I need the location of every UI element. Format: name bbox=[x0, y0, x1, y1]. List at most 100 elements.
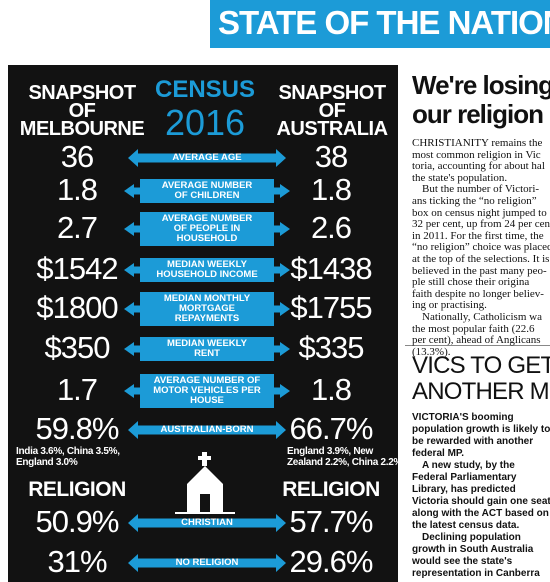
row-label: CHRISTIAN bbox=[181, 517, 233, 528]
australia-value: $335 bbox=[298, 330, 365, 365]
right-heading: SNAPSHOT bbox=[278, 82, 386, 104]
article-body: VICTORIA'S booming bbox=[412, 412, 514, 423]
melbourne-value: 50.9% bbox=[35, 504, 120, 539]
australia-value: 1.8 bbox=[310, 372, 352, 407]
article-body: Nationally, Catholicism wa bbox=[422, 311, 542, 323]
label-arrow bbox=[140, 374, 274, 408]
melbourne-note: England 3.0% bbox=[16, 457, 78, 468]
row-label: OF CHILDREN bbox=[174, 190, 240, 201]
right-heading: OF bbox=[318, 100, 346, 122]
australia-value: 2.6 bbox=[310, 210, 352, 245]
row-label: HOUSE bbox=[190, 395, 224, 406]
label-arrow bbox=[128, 421, 286, 439]
header-bar bbox=[210, 0, 550, 48]
melbourne-value: $1800 bbox=[36, 290, 118, 325]
row-label: RENT bbox=[194, 348, 220, 359]
religion-heading: RELIGION bbox=[282, 478, 380, 501]
row-label: NO RELIGION bbox=[175, 557, 239, 568]
article-body: (13.3%). bbox=[412, 345, 451, 358]
article-headline: ANOTHER MP bbox=[412, 378, 550, 405]
article-body: per cent), ahead of Anglicans bbox=[412, 334, 541, 347]
divider bbox=[405, 345, 550, 346]
left-heading: OF bbox=[68, 100, 96, 122]
article-body: ple still chose their origina bbox=[412, 276, 530, 289]
australia-value: 29.6% bbox=[289, 544, 374, 579]
row-label: AVERAGE NUMBER OF bbox=[153, 375, 261, 386]
article-body: ing or practising. bbox=[412, 299, 487, 312]
article-body: most common religion in Vic bbox=[412, 148, 541, 161]
label-arrow bbox=[140, 258, 274, 282]
row-label: MEDIAN MONTHLY bbox=[163, 293, 251, 304]
article-body: be rewarded with another bbox=[412, 436, 534, 447]
row-label: HOUSEHOLD INCOME bbox=[156, 269, 258, 280]
left-heading: SNAPSHOT bbox=[28, 82, 136, 104]
label-arrow bbox=[140, 337, 274, 361]
article-body: population growth is likely to bbox=[412, 424, 550, 435]
right-heading: AUSTRALIA bbox=[276, 118, 388, 140]
melbourne-value: $1542 bbox=[36, 251, 118, 286]
row-label: AUSTRALIAN-BORN bbox=[160, 424, 254, 435]
article-body: But the number of Victori- bbox=[422, 183, 540, 196]
article-body: would see the state's bbox=[412, 556, 513, 567]
label-arrow bbox=[128, 554, 286, 572]
article-body: Federal Parliamentary bbox=[412, 472, 517, 483]
australia-value: 38 bbox=[314, 139, 348, 174]
article-body: Library, has predicted bbox=[412, 484, 516, 495]
article-body: “no religion” choice was placed bbox=[412, 241, 550, 254]
melbourne-value: $350 bbox=[44, 330, 111, 365]
australia-value: $1755 bbox=[290, 290, 372, 325]
row-label: MOTOR VEHICLES PER bbox=[153, 385, 261, 396]
melbourne-value: 2.7 bbox=[56, 210, 98, 245]
article-body: the latest census data. bbox=[412, 520, 520, 531]
article-body: representation in Canberra bbox=[412, 568, 540, 579]
left-heading: MELBOURNE bbox=[19, 118, 145, 140]
header-title: STATE OF THE NATION bbox=[218, 4, 550, 41]
row-label: MEDIAN WEEKLY bbox=[167, 259, 247, 270]
label-arrow bbox=[140, 179, 274, 203]
label-arrow bbox=[140, 212, 274, 246]
row-label: HOUSEHOLD bbox=[176, 233, 238, 244]
census-year: 2016 bbox=[164, 102, 246, 143]
article-body: toria, accounting for about hal bbox=[412, 160, 545, 173]
article-body: faith despite no longer believ- bbox=[412, 287, 544, 300]
label-arrow bbox=[128, 514, 286, 532]
australia-value: 1.8 bbox=[310, 172, 352, 207]
article-body: federal MP. bbox=[412, 448, 465, 459]
article-body: box on census night jumped to bbox=[412, 206, 547, 219]
religion-heading: RELIGION bbox=[28, 478, 126, 501]
article-headline: We're losing bbox=[412, 70, 550, 100]
church-icon bbox=[175, 452, 235, 514]
melbourne-value: 1.8 bbox=[56, 172, 98, 207]
melbourne-note: India 3.6%, China 3.5%, bbox=[16, 446, 120, 457]
melbourne-value: 59.8% bbox=[35, 411, 120, 446]
row-label: MEDIAN WEEKLY bbox=[167, 338, 247, 349]
melbourne-value: 31% bbox=[47, 544, 107, 579]
melbourne-value: 1.7 bbox=[56, 372, 98, 407]
australia-value: 57.7% bbox=[289, 504, 374, 539]
row-label: AVERAGE NUMBER bbox=[161, 213, 253, 224]
article-body: in 2011. For the first time, the bbox=[412, 229, 544, 242]
article-headline: VICS TO GET bbox=[412, 352, 550, 379]
article-body: A new study, by the bbox=[422, 460, 515, 471]
article-body: the most popular faith (22.6 bbox=[412, 322, 535, 335]
row-label: AVERAGE NUMBER bbox=[161, 180, 253, 191]
row-label: MORTGAGE bbox=[179, 303, 235, 314]
article-body: Victoria should gain one seat bbox=[412, 496, 550, 507]
article-body: CHRISTIANITY remains the bbox=[412, 137, 543, 149]
melbourne-value: 36 bbox=[60, 139, 94, 174]
article-body: along with the ACT based on bbox=[412, 508, 549, 519]
australia-value: 66.7% bbox=[289, 411, 374, 446]
article-body: believed in the past many peo- bbox=[412, 264, 547, 277]
australia-note: Zealand 2.2%, China 2.2% bbox=[287, 457, 403, 468]
article-headline: our religion bbox=[412, 99, 544, 129]
australia-note: England 3.9%, New bbox=[287, 446, 374, 457]
label-arrow bbox=[140, 292, 274, 326]
article-body: ans ticking the “no religion” bbox=[412, 195, 537, 207]
article-body: Declining population bbox=[422, 532, 521, 543]
label-arrow bbox=[128, 149, 286, 167]
article-body: 32 per cent, up from 24 per cent bbox=[412, 218, 550, 231]
census-label: CENSUS bbox=[154, 76, 256, 103]
row-label: REPAYMENTS bbox=[174, 313, 240, 324]
article-body: at the top of the selections. It is bbox=[412, 253, 550, 265]
